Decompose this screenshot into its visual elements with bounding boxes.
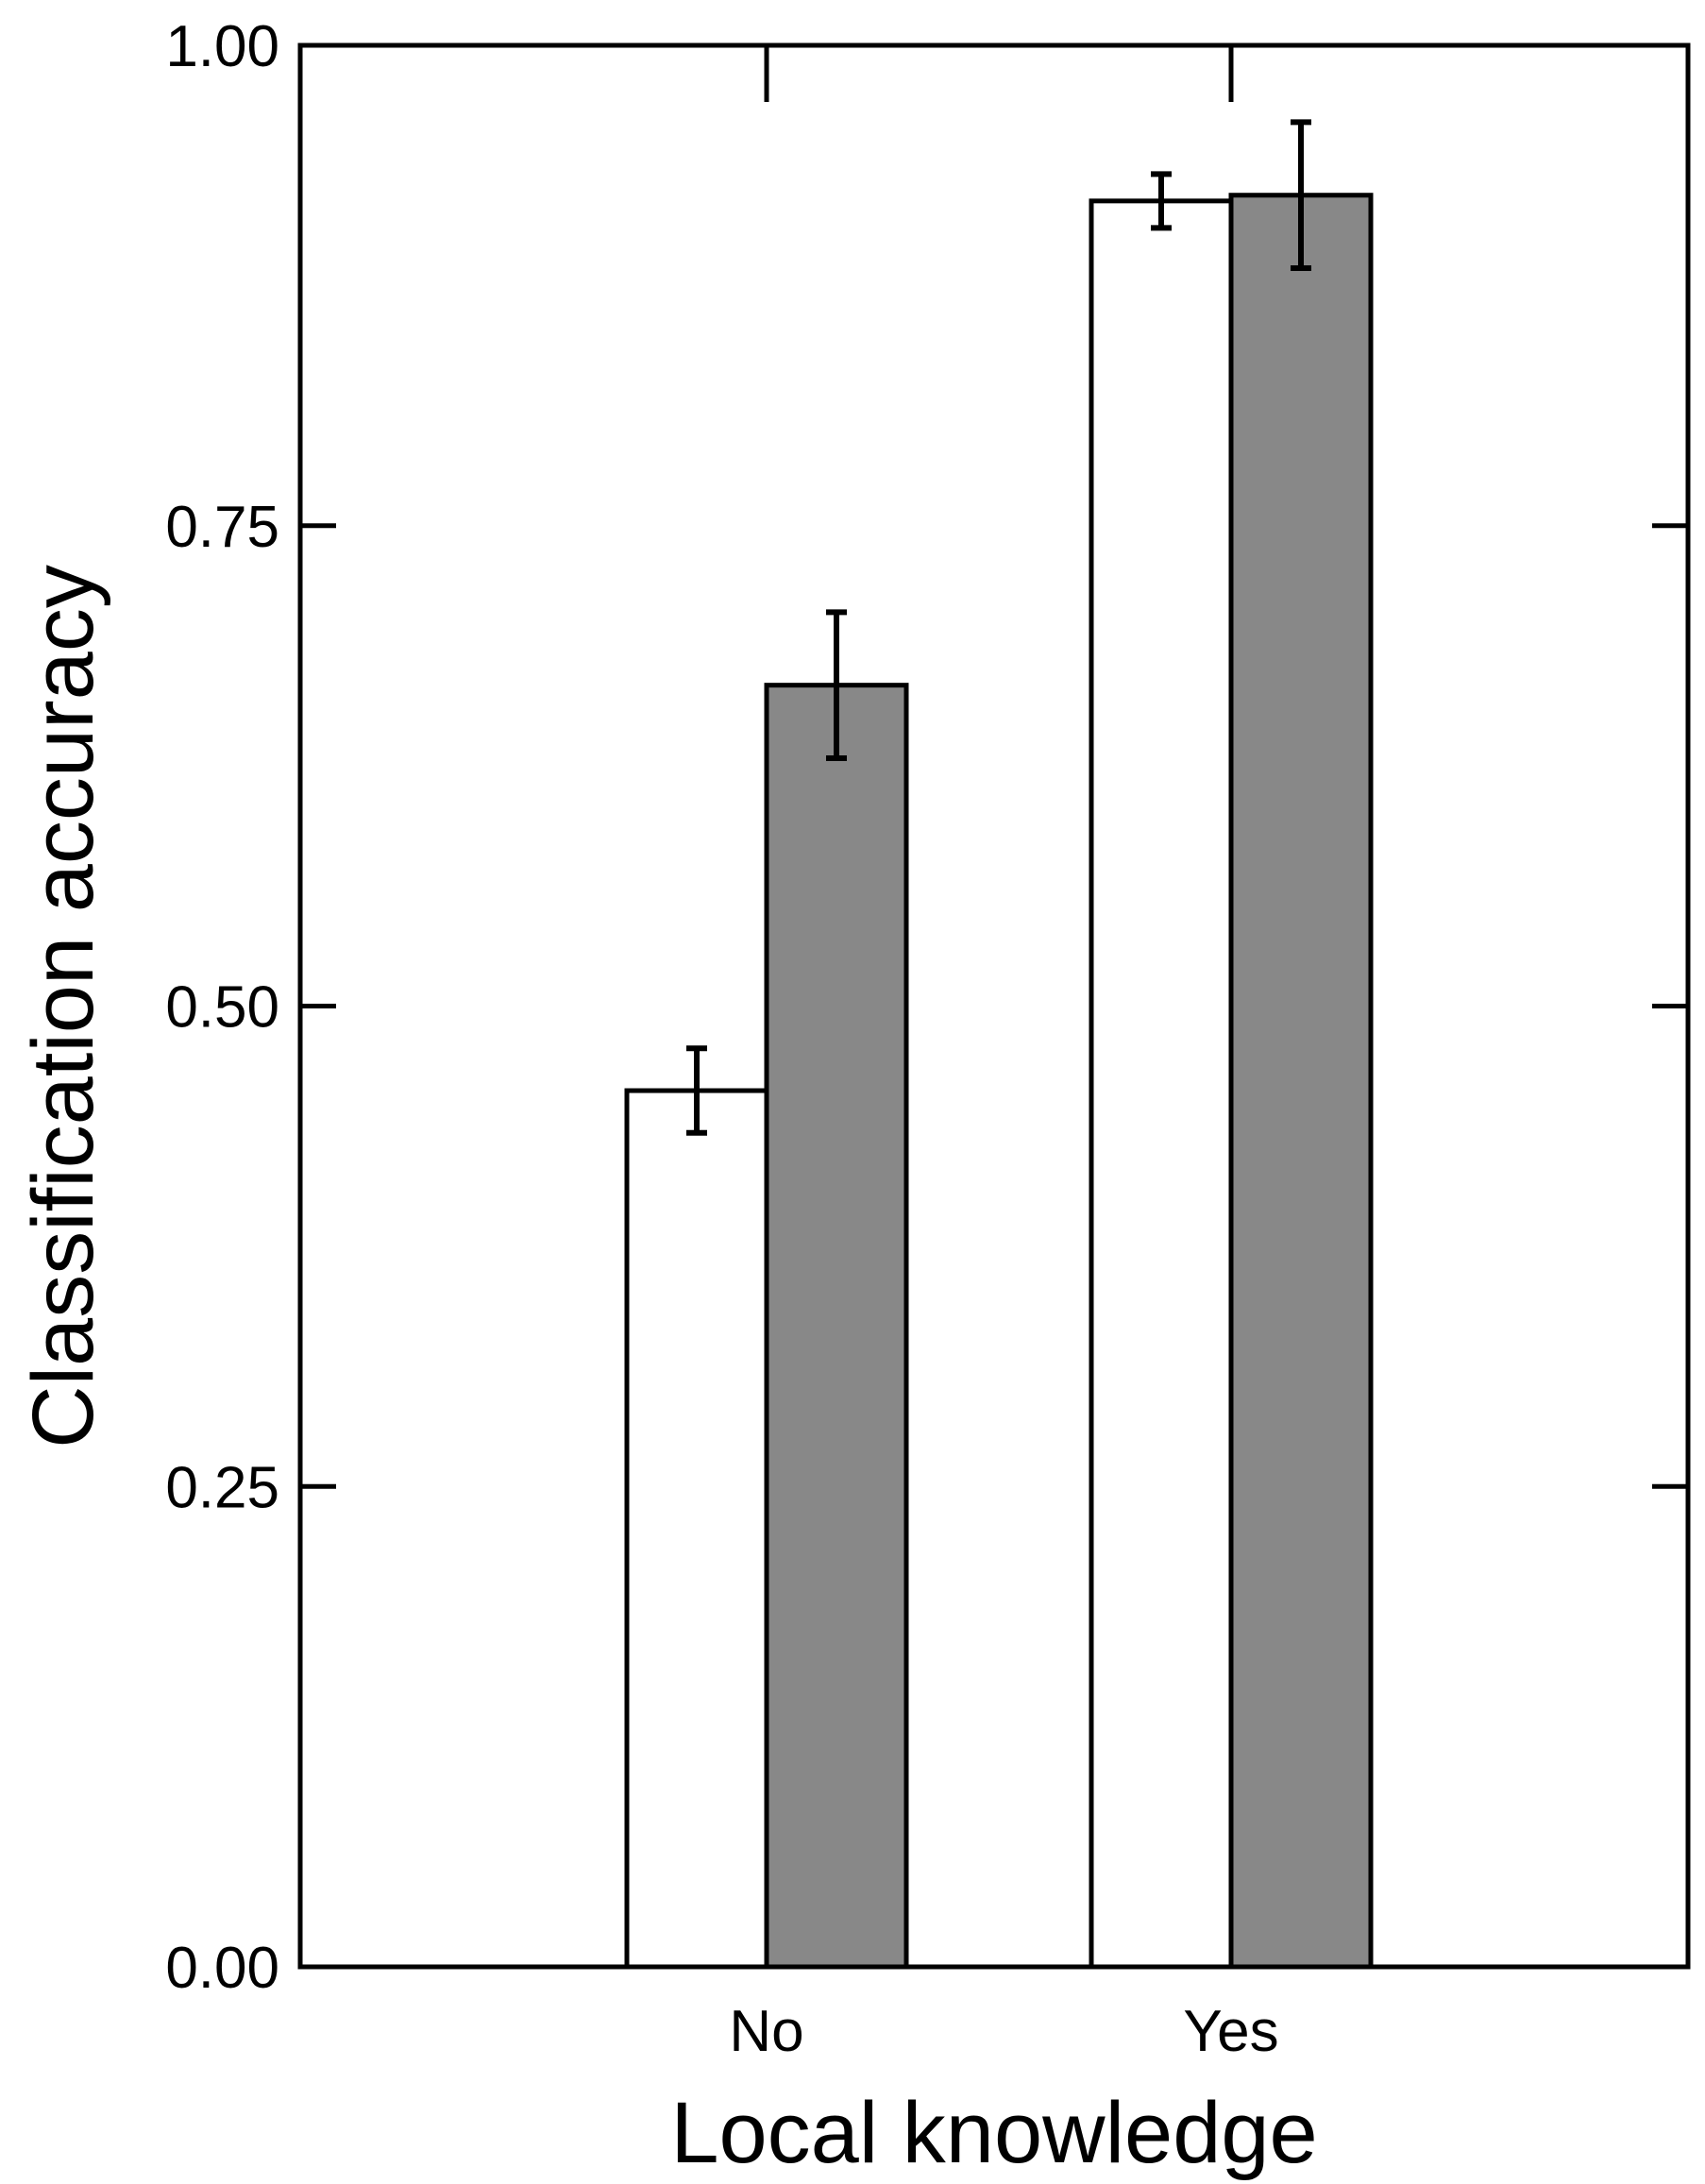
x-axis-title: Local knowledge (670, 2085, 1317, 2181)
x-tick-label-no: No (729, 1999, 803, 2064)
bar-series1-no (624, 1088, 769, 1970)
bar-series2-yes (1228, 193, 1374, 1970)
x-tick-label-yes: Yes (1183, 1999, 1278, 2064)
error-bar-series1-yes (1151, 171, 1172, 231)
plot-frame (297, 42, 1691, 1970)
bar-series2-no (764, 683, 909, 1970)
y-tick-label: 1.00 (165, 14, 279, 79)
chart-marks (624, 119, 1374, 1970)
bar-series1-yes (1089, 198, 1234, 1970)
error-bar-series2-no (826, 609, 847, 761)
y-tick-label: 0.00 (165, 1936, 279, 2001)
chart-axes (297, 42, 1691, 1970)
y-tick-label: 0.50 (165, 975, 279, 1041)
y-tick-label: 0.25 (165, 1455, 279, 1520)
y-axis-title: Classification accuracy (15, 565, 111, 1448)
error-bar-series2-yes (1291, 119, 1311, 272)
y-tick-label: 0.75 (165, 495, 279, 560)
chart-labels: Classification accuracy Local knowledge … (15, 14, 1318, 2181)
error-bar-series1-no (686, 1045, 707, 1136)
